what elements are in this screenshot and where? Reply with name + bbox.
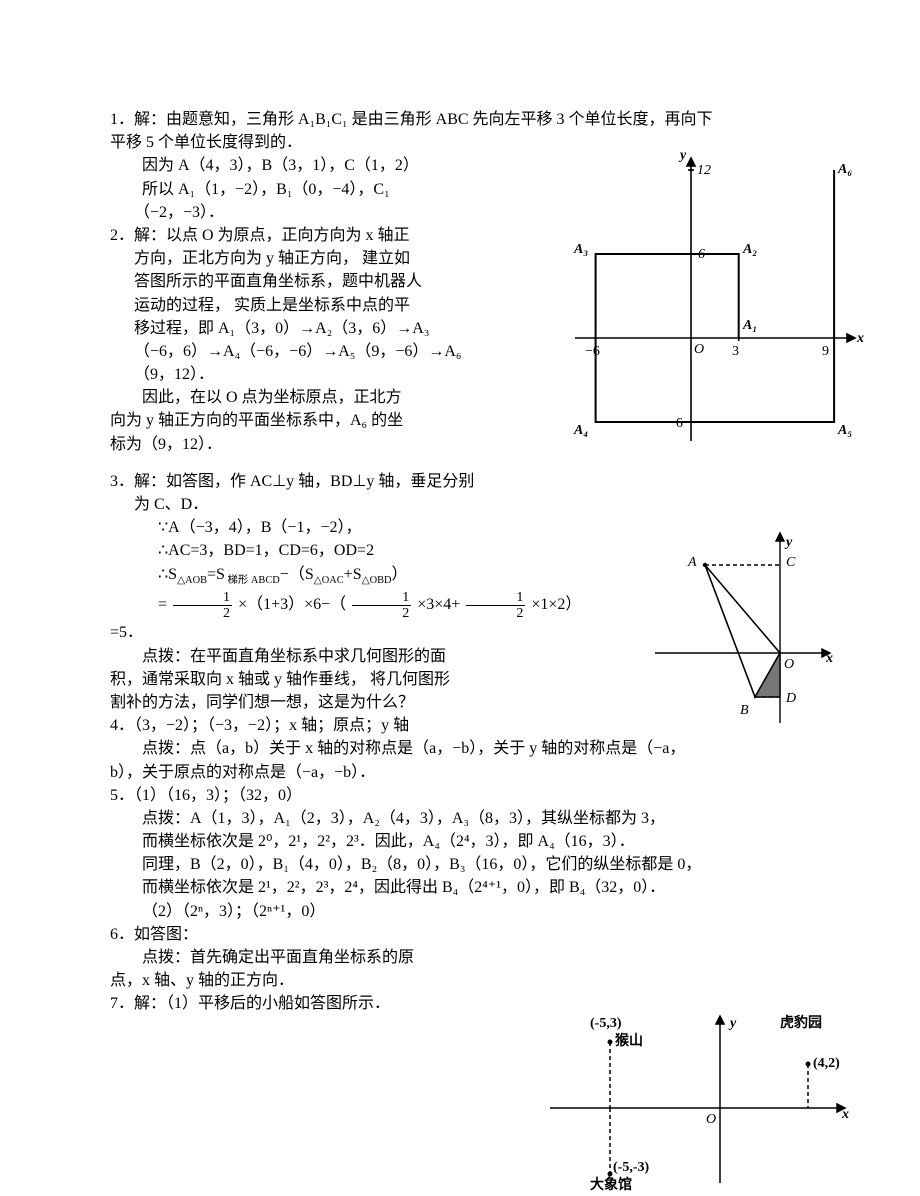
p3-l4-d: ×1×2）	[531, 596, 581, 613]
p3-s-eq-a: ∴S	[158, 566, 177, 583]
p3-line5: =5．	[110, 621, 830, 644]
p3-line3c: ∴S△AOB=S 梯形 ABCD−（S△OAC+S△OBD）	[110, 563, 830, 588]
fig3-x: x	[842, 1105, 849, 1125]
p2-line2: 方向，正北方向为 y 轴正方向， 建立如	[110, 247, 830, 270]
p2-line5: 移过程，即 A₁（3，0）→A₂（3，6）→A₃	[110, 317, 830, 340]
p6-line3: 点，x 轴、y 轴的正方向．	[110, 969, 830, 992]
p3-sub-oac: △OAC	[314, 575, 344, 586]
p2-line6: （−6，6）→A₄（−6，−6）→A₅（9，−6）→A₆	[110, 340, 830, 363]
p3-line8: 割补的方法，同学们想一想，这是为什么？	[110, 691, 830, 714]
p4-line2: 点拨：点（a，b）关于 x 轴的对称点是（a，−b），关于 y 轴的对称点是（−…	[110, 737, 830, 760]
p3-s-eq-c: −（S	[280, 566, 314, 583]
fig3-monkey: 猴山	[615, 1032, 643, 1052]
p4-line1: 4．（3，−2）；（−3，−2）；x 轴；原点；y 轴	[110, 714, 830, 737]
fig3-tiger: 虎豹园	[780, 1014, 822, 1034]
p2-line7: （9，12）．	[110, 363, 830, 386]
p1-line2: 平移 5 个单位长度得到的．	[110, 131, 830, 154]
p3-line3a: ∵A（−3，4），B（−1，−2），	[110, 516, 830, 539]
p3-sub-trap: 梯形 ABCD	[225, 575, 280, 586]
fig3-monkey-coord: (-5,3)	[590, 1014, 622, 1034]
fig1-x-label: x	[857, 329, 864, 349]
p3-line7: 积，通常采取向 x 轴或 y 轴作垂线， 将几何图形	[110, 668, 830, 691]
p7-line1: 7．解：（1）平移后的小船如答图所示．	[110, 992, 830, 1015]
p1-line5: （−2，−3）．	[110, 201, 830, 224]
fig3-y: y	[730, 1014, 736, 1034]
p3-line4: = 12 ×（1+3）×6−（ 12 ×3×4+ 12 ×1×2）	[110, 588, 830, 622]
frac-half-3: 12	[464, 590, 527, 621]
p3-line1: 3．解：如答图，作 AC⊥y 轴，BD⊥y 轴，垂足分别	[110, 470, 830, 493]
p3-line3b: ∴AC=3，BD=1，CD=6，OD=2	[110, 539, 830, 562]
p2-line8: 因此，在以 O 点为坐标原点，正北方	[110, 386, 830, 409]
p5-line5: 而横坐标依次是 2¹，2²，2³，2⁴，因此得出 B₄（2⁴⁺¹，0），即 B₄…	[110, 876, 830, 899]
figure-3: y x O (-5,3) 猴山 虎豹园 (4,2) (-5,-3) 大象馆	[540, 1008, 860, 1188]
p1-line4: 所以 A₁（1，−2），B₁（0，−4），C₁	[110, 178, 830, 201]
p6-line2: 点拨：首先确定出平面直角坐标系的原	[110, 946, 830, 969]
p2-line1: 2．解：以点 O 为原点，正向方向为 x 轴正	[110, 224, 830, 247]
p3-l4-a: =	[158, 596, 167, 613]
fig1-A5: A₅	[838, 421, 852, 441]
p5-line1: 5．（1）（16，3）；（32，0）	[110, 784, 830, 807]
p3-line6: 点拨：在平面直角坐标系中求几何图形的面	[110, 645, 830, 668]
p5-line6: （2）（2ⁿ，3）；（2ⁿ⁺¹，0）	[110, 900, 830, 923]
p1-line3: 因为 A（4，3），B（3，1），C（1，2）	[110, 154, 830, 177]
fig3-eleph: 大象馆	[590, 1176, 632, 1196]
p3-sub-obd: △OBD	[362, 575, 392, 586]
p3-l4-c: ×3×4+	[417, 596, 460, 613]
p6-line1: 6．如答图：	[110, 923, 830, 946]
p3-s-eq-b: =S	[207, 566, 225, 583]
fig3-eleph-coord: (-5,-3)	[613, 1158, 649, 1178]
frac-half-2: 12	[350, 590, 413, 621]
p2-line3: 答图所示的平面直角坐标系，题中机器人	[110, 270, 830, 293]
p2-line4: 运动的过程， 实质上是坐标系中点的平	[110, 294, 830, 317]
p5-line4: 同理，B（2，0），B₁（4，0），B₂（8，0），B₃（16，0），它们的纵坐…	[110, 853, 830, 876]
fig1-A6: A₆	[838, 160, 852, 180]
frac-half-1: 12	[171, 590, 234, 621]
fig3-tiger-coord: (4,2)	[813, 1054, 840, 1074]
fig3-O: O	[706, 1110, 716, 1130]
p4-line3: b），关于原点的对称点是（−a，−b）．	[110, 761, 830, 784]
p1-line1: 1．解：由题意知，三角形 A₁B₁C₁ 是由三角形 ABC 先向左平移 3 个单…	[110, 108, 830, 131]
p5-line2: 点拨：A（1，3），A₁（2，3），A₂（4，3），A₃（8，3），其纵坐标都为…	[110, 807, 830, 830]
p3-line2: 为 C、D．	[110, 493, 830, 516]
p3-s-eq-e: ）	[392, 566, 408, 583]
p3-l4-b: ×（1+3）×6−（	[238, 596, 346, 613]
p3-sub-aob: △AOB	[177, 575, 207, 586]
p2-line10: 标为（9，12）．	[110, 433, 830, 456]
p3-s-eq-d: +S	[344, 566, 362, 583]
p2-line9: 向为 y 轴正方向的平面坐标系中，A₆ 的坐	[110, 409, 830, 432]
p5-line3: 而横坐标依次是 2⁰，2¹，2²，2³．因此，A₄（2⁴，3），即 A₄（16，…	[110, 830, 830, 853]
